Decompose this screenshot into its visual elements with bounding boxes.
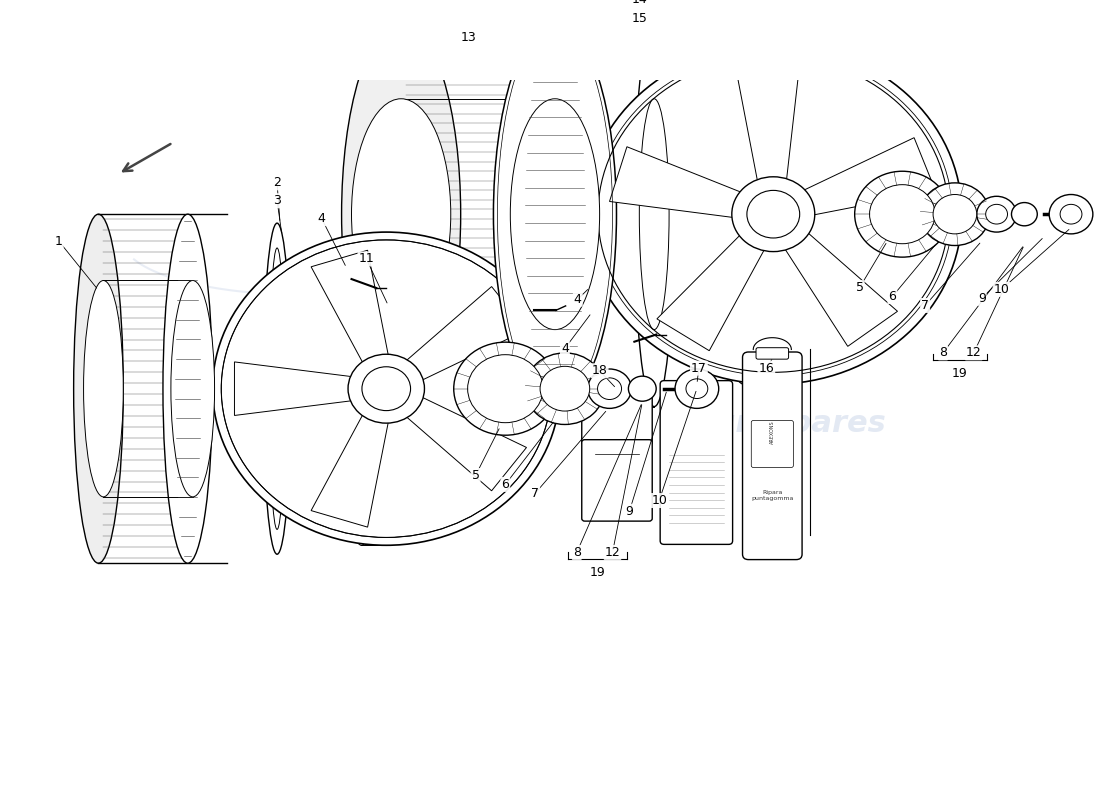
- Circle shape: [686, 379, 707, 398]
- Ellipse shape: [635, 22, 674, 406]
- Circle shape: [453, 342, 557, 435]
- Text: 3: 3: [273, 194, 280, 207]
- Text: Ripara
puntagomma: Ripara puntagomma: [751, 490, 793, 501]
- Circle shape: [675, 369, 718, 408]
- Circle shape: [540, 366, 590, 411]
- Ellipse shape: [342, 22, 461, 406]
- Ellipse shape: [270, 248, 285, 530]
- Text: 15: 15: [631, 12, 647, 25]
- Circle shape: [855, 171, 950, 257]
- Ellipse shape: [263, 223, 292, 554]
- Polygon shape: [311, 250, 388, 363]
- Circle shape: [468, 354, 543, 422]
- Text: 12: 12: [966, 346, 981, 359]
- Circle shape: [1060, 204, 1082, 224]
- Text: 2: 2: [273, 176, 280, 190]
- Text: 17: 17: [691, 362, 707, 374]
- Ellipse shape: [170, 281, 214, 497]
- Polygon shape: [406, 286, 527, 380]
- Text: 5: 5: [472, 469, 480, 482]
- Text: 8: 8: [939, 346, 947, 359]
- Circle shape: [933, 194, 977, 234]
- Ellipse shape: [494, 22, 616, 406]
- Text: 12: 12: [605, 546, 620, 559]
- Ellipse shape: [352, 98, 451, 330]
- FancyBboxPatch shape: [756, 348, 789, 359]
- Text: 9: 9: [626, 505, 634, 518]
- Polygon shape: [609, 146, 741, 218]
- Polygon shape: [234, 362, 352, 415]
- Circle shape: [212, 232, 560, 546]
- Text: eurospares: eurospares: [213, 409, 406, 438]
- Text: 4: 4: [318, 212, 326, 225]
- Text: 19: 19: [952, 367, 968, 380]
- Circle shape: [747, 190, 800, 238]
- Text: 6: 6: [502, 478, 509, 491]
- Text: 14: 14: [631, 0, 647, 6]
- Circle shape: [525, 353, 605, 425]
- FancyBboxPatch shape: [742, 352, 802, 559]
- Ellipse shape: [84, 281, 123, 497]
- Text: 18: 18: [592, 364, 607, 378]
- Text: 7: 7: [531, 487, 539, 500]
- Ellipse shape: [74, 214, 123, 563]
- Circle shape: [732, 177, 815, 251]
- Text: 4: 4: [574, 293, 582, 306]
- Circle shape: [597, 378, 622, 399]
- Circle shape: [1049, 194, 1093, 234]
- Circle shape: [921, 183, 990, 246]
- Polygon shape: [657, 234, 764, 350]
- Text: 10: 10: [651, 494, 667, 507]
- FancyBboxPatch shape: [582, 386, 652, 445]
- Polygon shape: [406, 397, 527, 490]
- Text: 5: 5: [856, 281, 864, 294]
- Circle shape: [986, 204, 1008, 224]
- Circle shape: [587, 369, 631, 408]
- Circle shape: [977, 196, 1016, 232]
- Circle shape: [348, 354, 425, 423]
- Polygon shape: [311, 414, 388, 527]
- Circle shape: [1012, 202, 1037, 226]
- FancyBboxPatch shape: [660, 381, 733, 544]
- Polygon shape: [736, 68, 800, 181]
- Text: 6: 6: [889, 290, 896, 303]
- Text: 19: 19: [590, 566, 605, 578]
- Text: eurospares: eurospares: [694, 409, 887, 438]
- Text: 8: 8: [573, 546, 581, 559]
- Circle shape: [628, 376, 657, 402]
- Text: 1: 1: [55, 234, 63, 247]
- Circle shape: [594, 53, 953, 376]
- Text: 10: 10: [993, 283, 1010, 296]
- Ellipse shape: [163, 214, 212, 563]
- Polygon shape: [784, 233, 898, 346]
- Circle shape: [362, 366, 410, 410]
- Ellipse shape: [342, 232, 382, 546]
- Text: 13: 13: [461, 31, 476, 45]
- Circle shape: [221, 240, 551, 538]
- Circle shape: [870, 185, 935, 244]
- Text: 11: 11: [359, 253, 374, 266]
- Polygon shape: [803, 138, 936, 215]
- Text: 7: 7: [921, 299, 929, 312]
- Ellipse shape: [510, 98, 600, 330]
- Text: 16: 16: [759, 362, 774, 374]
- Text: 9: 9: [978, 292, 986, 305]
- Text: 4: 4: [561, 342, 569, 355]
- Ellipse shape: [718, 44, 768, 384]
- Ellipse shape: [639, 98, 669, 330]
- Circle shape: [585, 44, 961, 384]
- Text: AREXONS: AREXONS: [770, 420, 774, 444]
- FancyBboxPatch shape: [582, 440, 652, 521]
